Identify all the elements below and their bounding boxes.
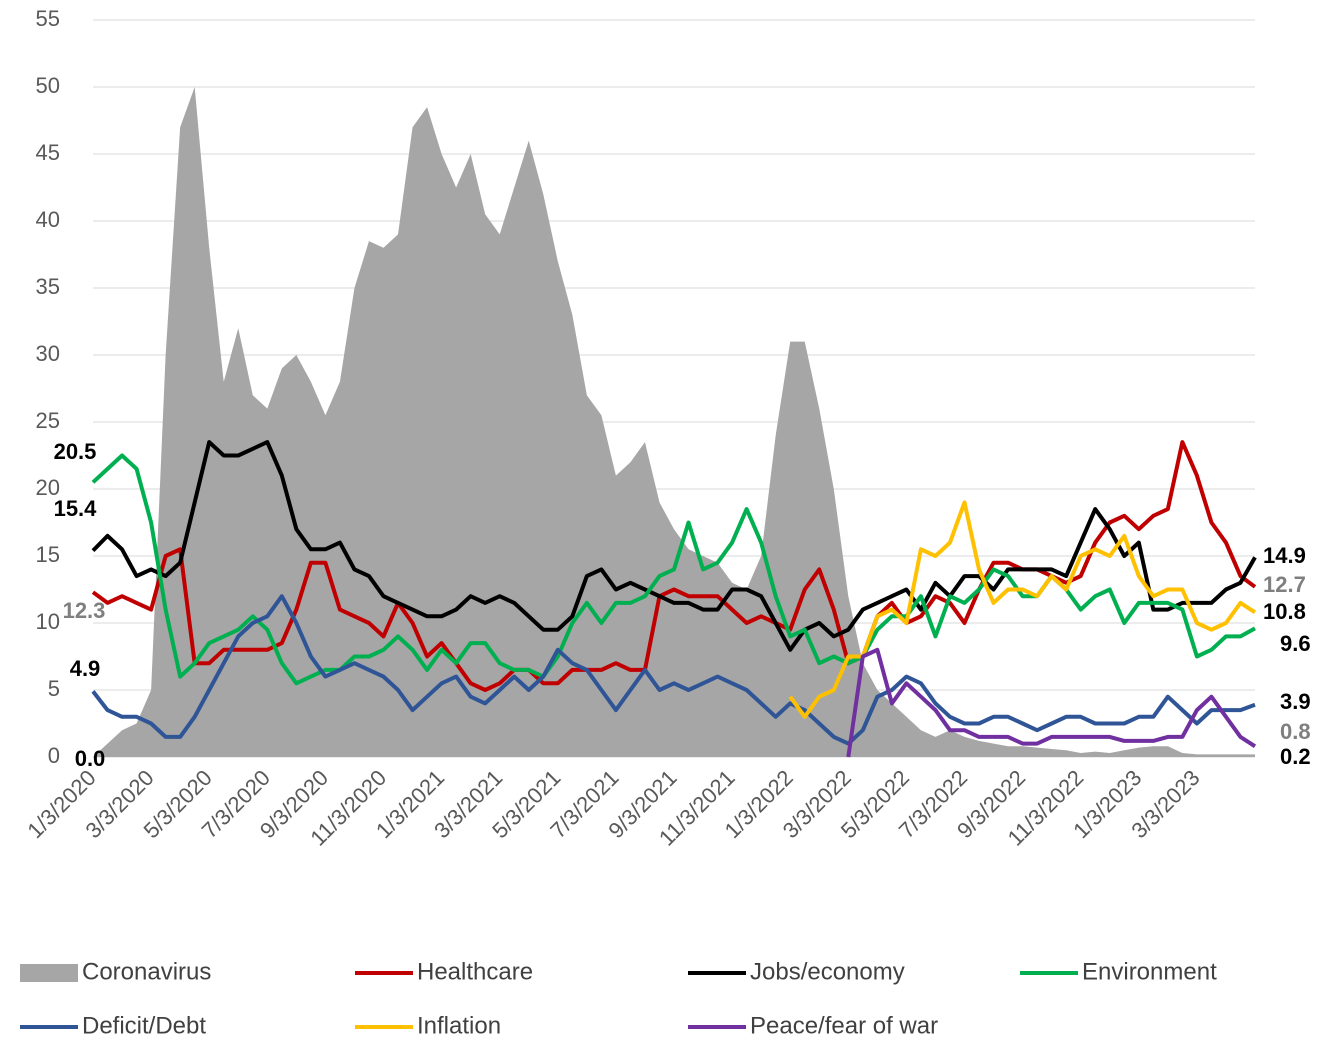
- y-tick-label: 20: [36, 475, 60, 500]
- data-label: 10.8: [1263, 599, 1306, 624]
- data-label: 14.9: [1263, 543, 1306, 568]
- line: [788, 500, 1257, 719]
- data-label: 15.4: [54, 496, 98, 521]
- y-tick-label: 55: [36, 6, 60, 31]
- area: [93, 87, 1255, 757]
- legend-item: Peace/fear of war: [688, 1012, 938, 1039]
- line: [91, 594, 1256, 746]
- data-label: 0.0: [75, 746, 106, 771]
- legend-label: Coronavirus: [82, 958, 211, 985]
- y-tick-label: 35: [36, 274, 60, 299]
- y-tick-label: 25: [36, 408, 60, 433]
- legend-item: Inflation: [355, 1012, 501, 1039]
- data-label: 9.6: [1280, 631, 1311, 656]
- y-tick-label: 15: [36, 542, 60, 567]
- legend-label: Inflation: [417, 1012, 501, 1039]
- legend-item: Environment: [1020, 958, 1217, 985]
- y-tick-label: 40: [36, 207, 60, 232]
- y-tick-label: 30: [36, 341, 60, 366]
- legend-item: Coronavirus: [20, 958, 211, 985]
- data-label: 0.8: [1280, 719, 1311, 744]
- line: [91, 440, 1257, 692]
- data-label: 4.9: [70, 656, 101, 681]
- line: [91, 440, 1257, 652]
- legend-item: Healthcare: [355, 958, 533, 985]
- line: [846, 647, 1257, 758]
- legend-label: Environment: [1082, 958, 1217, 985]
- data-label: 12.3: [63, 598, 106, 623]
- legend-label: Healthcare: [417, 958, 533, 985]
- legend-label: Deficit/Debt: [82, 1012, 206, 1039]
- legend-label: Jobs/economy: [750, 958, 905, 985]
- y-tick-label: 0: [48, 743, 60, 768]
- data-label: 20.5: [54, 439, 97, 464]
- y-tick-label: 45: [36, 140, 60, 165]
- data-label: 3.9: [1280, 689, 1311, 714]
- y-tick-label: 5: [48, 676, 60, 701]
- legend-swatch: [20, 964, 78, 982]
- y-tick-label: 10: [36, 609, 60, 634]
- legend-item: Deficit/Debt: [20, 1012, 206, 1039]
- data-label: 0.2: [1280, 744, 1311, 769]
- legend-item: Jobs/economy: [688, 958, 905, 985]
- legend-label: Peace/fear of war: [750, 1012, 938, 1039]
- data-label: 12.7: [1263, 572, 1306, 597]
- y-tick-label: 50: [36, 73, 60, 98]
